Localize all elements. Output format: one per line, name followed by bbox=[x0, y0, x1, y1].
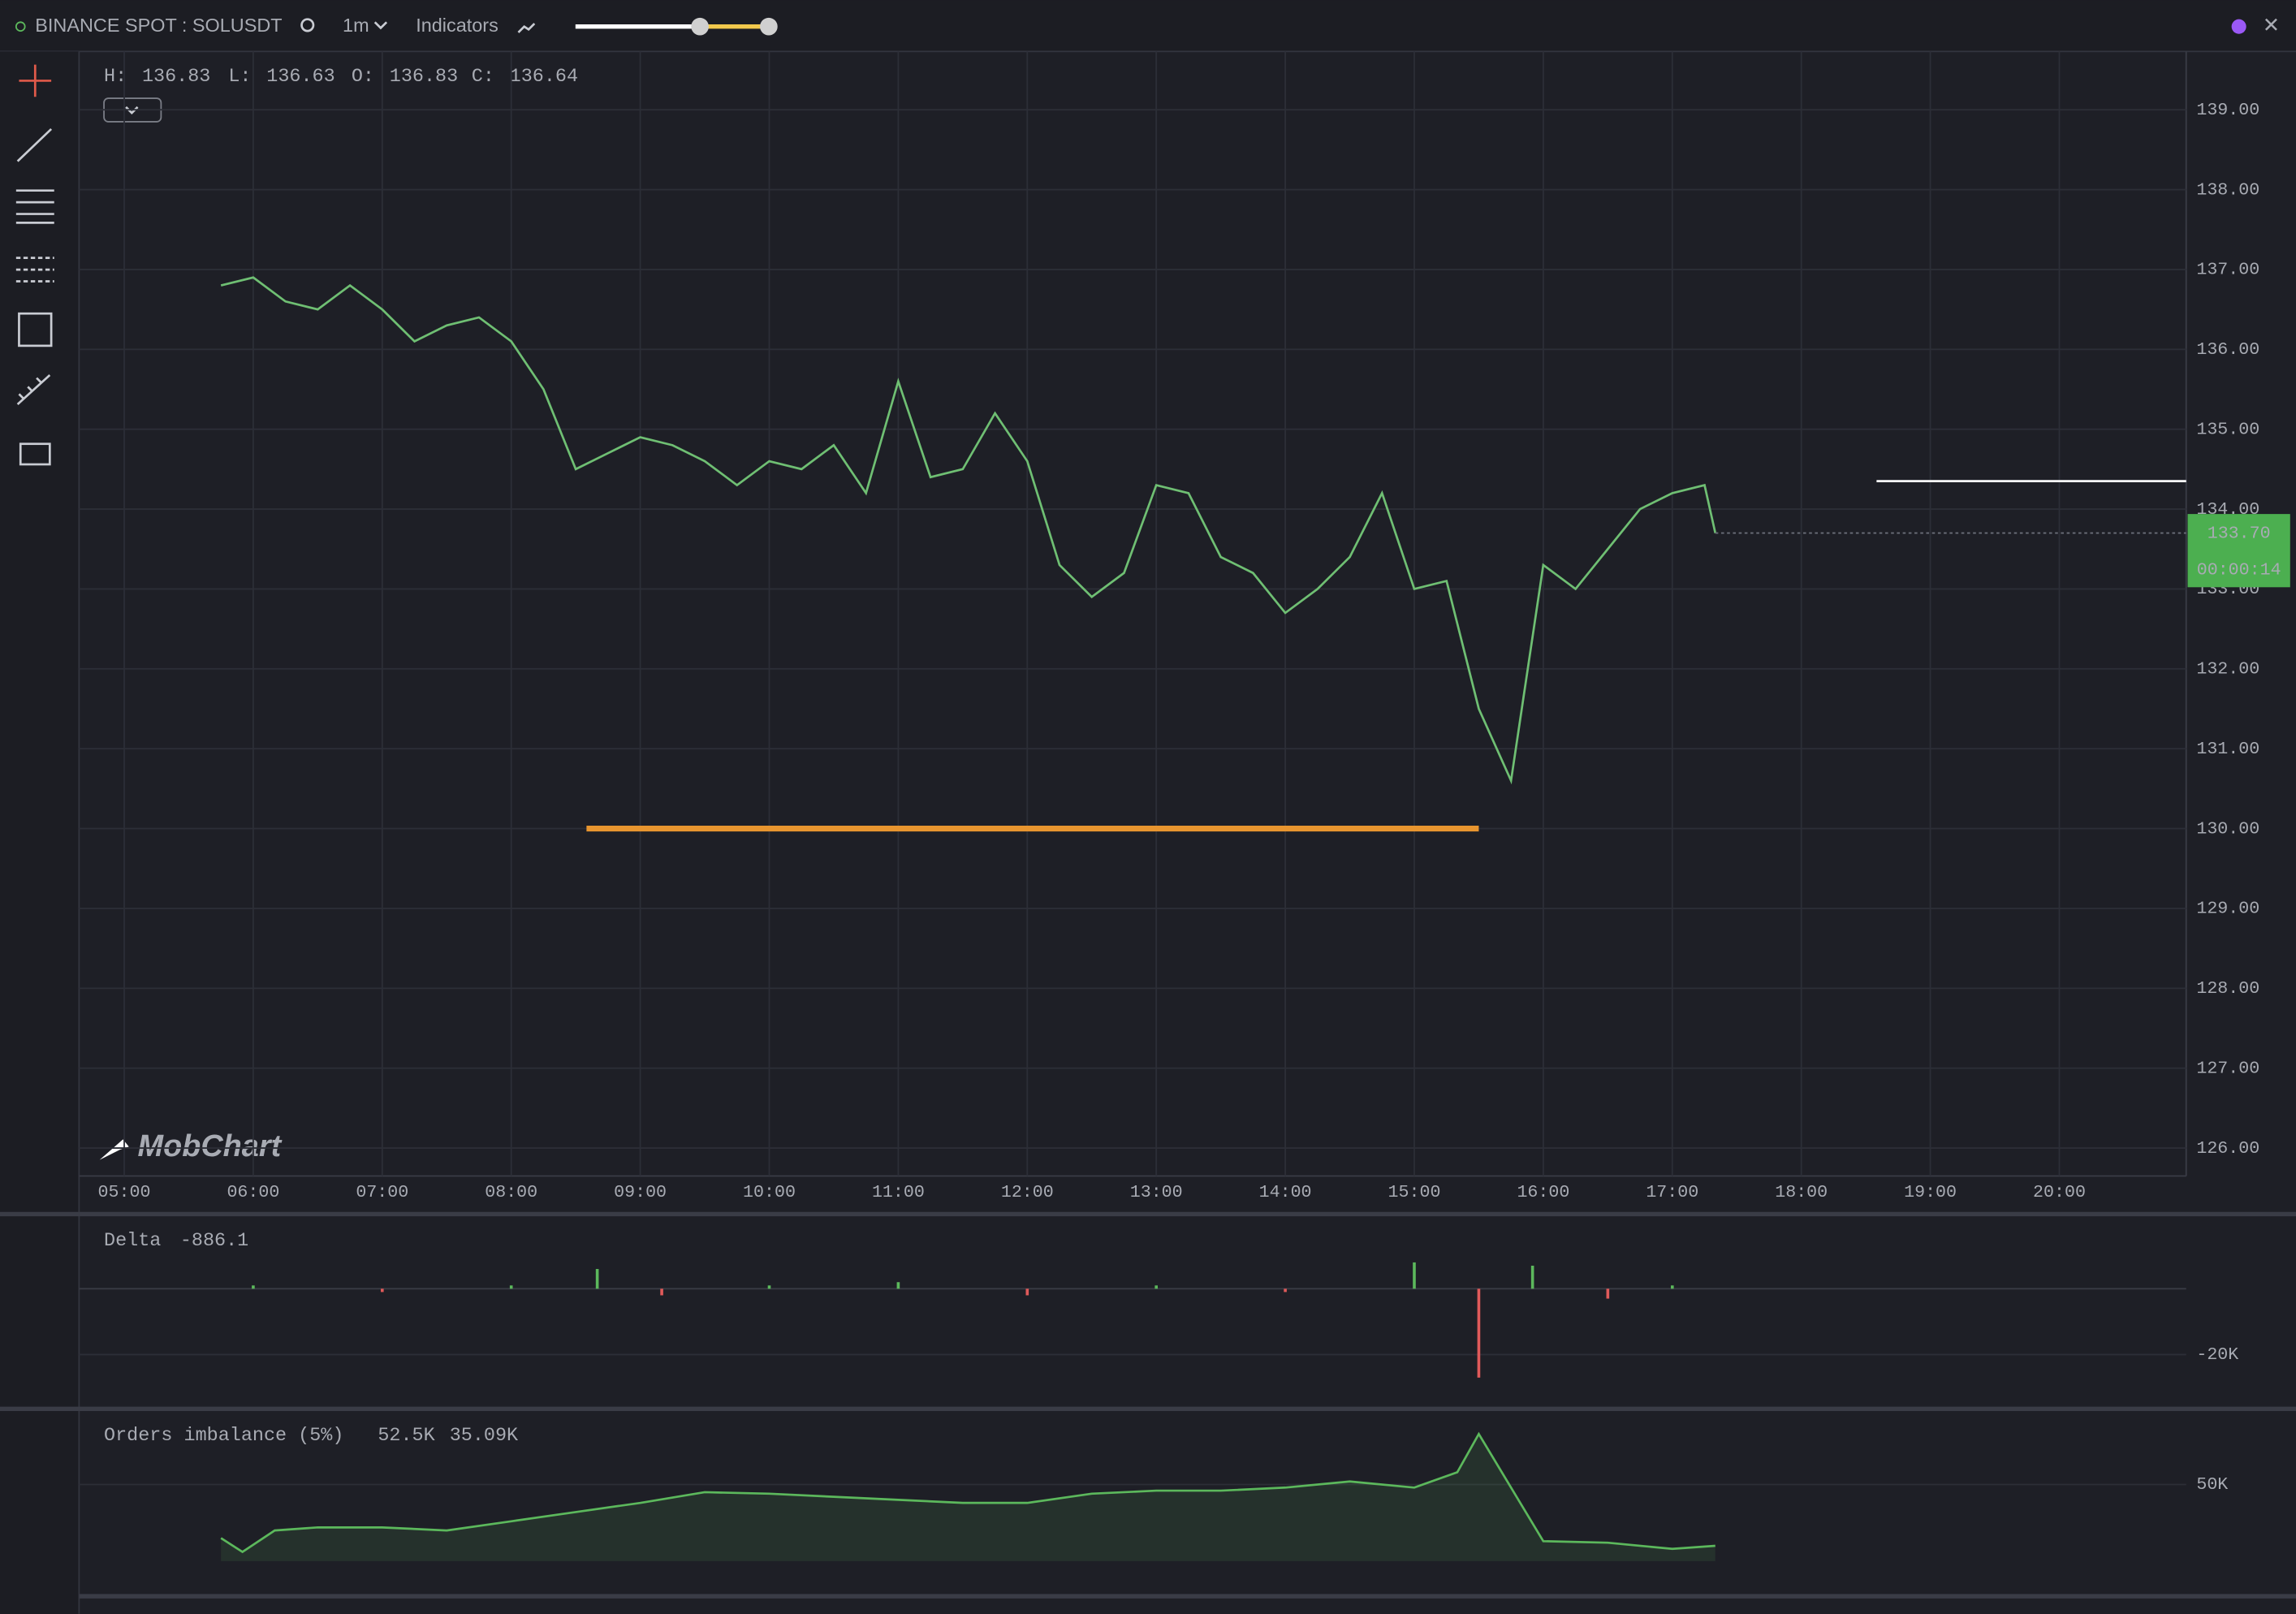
delta-bar bbox=[1025, 1288, 1029, 1296]
delta-bar bbox=[381, 1288, 384, 1292]
crosshair-tool[interactable] bbox=[19, 64, 52, 97]
y-tick-label: 50K bbox=[2196, 1475, 2228, 1495]
indicators-button[interactable]: Indicators bbox=[416, 15, 498, 36]
y-tick-label: 135.00 bbox=[2196, 420, 2259, 439]
slider-knob[interactable] bbox=[691, 17, 709, 36]
x-tick-label: 12:00 bbox=[1001, 1183, 1054, 1202]
delta-bar bbox=[1477, 1288, 1481, 1378]
y-tick-label: 138.00 bbox=[2196, 180, 2259, 200]
ohlc-value: 136.64 bbox=[510, 66, 578, 88]
ohlc-label: L: bbox=[228, 66, 251, 88]
delta-bar bbox=[509, 1285, 513, 1289]
delta-bar bbox=[1284, 1288, 1287, 1292]
left-toolbar bbox=[0, 51, 80, 1614]
watermark-logo bbox=[99, 1139, 129, 1160]
ohlc-value: 136.83 bbox=[142, 66, 210, 88]
close-button[interactable]: ✕ bbox=[2263, 14, 2280, 37]
price-tag-label: 133.70 bbox=[2208, 524, 2271, 543]
delta-bar bbox=[595, 1269, 599, 1289]
delta-bar bbox=[660, 1288, 663, 1296]
x-tick-label: 15:00 bbox=[1388, 1183, 1441, 1202]
x-tick-label: 19:00 bbox=[1904, 1183, 1957, 1202]
y-tick-label: 131.00 bbox=[2196, 740, 2259, 759]
x-tick-label: 17:00 bbox=[1646, 1183, 1698, 1202]
x-tick-label: 09:00 bbox=[614, 1183, 667, 1202]
status-dot bbox=[2231, 19, 2246, 34]
symbol[interactable]: BINANCE SPOT : SOLUSDT bbox=[35, 15, 282, 36]
y-tick-label: 127.00 bbox=[2196, 1059, 2259, 1078]
x-tick-label: 16:00 bbox=[1517, 1183, 1569, 1202]
hline-tool[interactable] bbox=[15, 189, 54, 224]
y-tick-label: 139.00 bbox=[2196, 101, 2259, 120]
indicators-icon bbox=[517, 23, 536, 33]
x-tick-label: 18:00 bbox=[1775, 1183, 1828, 1202]
price-tag bbox=[2187, 514, 2290, 588]
x-tick-label: 05:00 bbox=[98, 1183, 151, 1202]
interval[interactable]: 1m bbox=[343, 15, 369, 36]
y-tick-label: 128.00 bbox=[2196, 979, 2259, 999]
fib-tool[interactable] bbox=[15, 257, 54, 283]
ohlc-value: 136.83 bbox=[390, 66, 458, 88]
x-tick-label: 11:00 bbox=[872, 1183, 925, 1202]
x-tick-label: 07:00 bbox=[356, 1183, 408, 1202]
y-tick-label: 137.00 bbox=[2196, 261, 2259, 280]
delta-bar bbox=[252, 1285, 255, 1289]
ohlc-label: O: bbox=[352, 66, 374, 88]
ohlc-label: C: bbox=[472, 66, 494, 88]
x-tick-label: 08:00 bbox=[485, 1183, 537, 1202]
imbalance-area bbox=[221, 1434, 1716, 1561]
search-icon[interactable] bbox=[300, 18, 315, 32]
slider-knob[interactable] bbox=[760, 17, 778, 36]
ohlc-label: H: bbox=[104, 66, 127, 88]
delta-bar bbox=[1413, 1262, 1416, 1289]
delta-bar bbox=[896, 1282, 900, 1289]
pane-value: 52.5K bbox=[378, 1425, 435, 1447]
pane-title: Orders imbalance (5%) bbox=[104, 1425, 343, 1447]
pane-value: -886.1 bbox=[180, 1230, 248, 1252]
countdown: 00:00:14 bbox=[2197, 560, 2281, 580]
status-icon bbox=[15, 21, 26, 32]
interval-caret bbox=[373, 21, 388, 30]
y-tick-label: 136.00 bbox=[2196, 340, 2259, 360]
x-tick-label: 20:00 bbox=[2033, 1183, 2086, 1202]
delta-bar bbox=[1530, 1265, 1534, 1289]
pane-value: 35.09K bbox=[450, 1425, 519, 1447]
rect-tool[interactable] bbox=[18, 312, 53, 347]
pane-title: Delta bbox=[104, 1230, 161, 1252]
ruler-tool[interactable] bbox=[16, 373, 51, 406]
price-line bbox=[220, 276, 1717, 785]
delta-bar bbox=[1670, 1285, 1674, 1289]
y-tick-label: -20K bbox=[2196, 1345, 2238, 1365]
delta-bar bbox=[1154, 1285, 1158, 1289]
x-tick-label: 06:00 bbox=[227, 1183, 279, 1202]
x-tick-label: 13:00 bbox=[1130, 1183, 1183, 1202]
y-tick-label: 130.00 bbox=[2196, 819, 2259, 839]
ohlc-value: 136.63 bbox=[266, 66, 334, 88]
delta-bar bbox=[1606, 1288, 1610, 1299]
y-tick-label: 132.00 bbox=[2196, 660, 2259, 680]
line-tool[interactable] bbox=[16, 127, 53, 162]
x-tick-label: 14:00 bbox=[1259, 1183, 1312, 1202]
y-tick-label: 126.00 bbox=[2196, 1139, 2259, 1159]
delta-bar bbox=[767, 1285, 771, 1289]
imbalance-line bbox=[220, 1431, 1716, 1554]
camera-tool[interactable] bbox=[19, 442, 51, 466]
watermark: MobChart bbox=[138, 1129, 283, 1163]
x-tick-label: 10:00 bbox=[743, 1183, 796, 1202]
y-tick-label: 129.00 bbox=[2196, 900, 2259, 919]
